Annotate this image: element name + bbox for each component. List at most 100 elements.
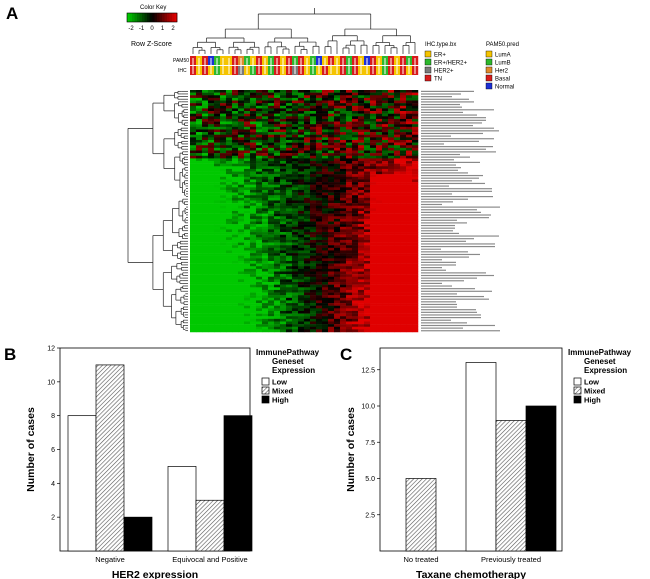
heatmap-cell — [346, 258, 353, 262]
heatmap-row-label — [421, 93, 461, 95]
heatmap-cell — [412, 295, 419, 299]
heatmap-cell — [322, 229, 329, 233]
heatmap-cell — [190, 292, 197, 296]
heatmap-cell — [406, 174, 413, 178]
heatmap-row-label — [421, 259, 442, 261]
heatmap-cell — [412, 300, 419, 304]
heatmap-cell — [280, 268, 287, 272]
heatmap-cell — [412, 195, 419, 199]
heatmap-cell — [196, 205, 203, 209]
heatmap-cell — [256, 292, 263, 296]
heatmap-cell — [262, 271, 269, 275]
heatmap-cell — [388, 118, 395, 122]
heatmap-cell — [226, 245, 233, 249]
heatmap-cell — [388, 124, 395, 128]
heatmap-cell — [310, 218, 317, 222]
heatmap-cell — [196, 195, 203, 199]
heatmap-cell — [274, 168, 281, 172]
heatmap-cell — [202, 137, 209, 141]
heatmap-cell — [196, 142, 203, 146]
heatmap-row-label — [421, 295, 484, 298]
heatmap-cell — [214, 137, 221, 141]
heatmap-row-label — [421, 190, 492, 192]
heatmap-cell — [208, 221, 215, 225]
heatmap-cell — [232, 321, 239, 325]
heatmap-cell — [406, 197, 413, 201]
heatmap-cell — [238, 318, 245, 322]
heatmap-cell — [376, 111, 383, 114]
heatmap-cell — [358, 289, 365, 293]
heatmap-cell — [328, 274, 335, 278]
heatmap-row-label — [421, 132, 483, 135]
heatmap-cell — [358, 179, 365, 183]
heatmap-cell — [382, 187, 389, 191]
heatmap-cell — [238, 263, 245, 267]
heatmap-cell — [364, 284, 371, 288]
heatmap-cell — [292, 155, 299, 159]
heatmap-cell — [364, 174, 371, 178]
heatmap-cell — [280, 300, 287, 304]
heatmap-cell — [292, 126, 299, 130]
heatmap-cell — [298, 171, 305, 175]
heatmap-cell — [322, 195, 329, 199]
heatmap-cell — [298, 134, 305, 138]
heatmap-cell — [244, 216, 251, 220]
legend-swatch — [573, 395, 582, 404]
heatmap-cell — [256, 92, 263, 96]
heatmap-cell — [406, 111, 413, 114]
heatmap-cell — [340, 197, 347, 201]
heatmap-cell — [340, 266, 347, 270]
heatmap-cell — [352, 182, 359, 185]
heatmap-cell — [370, 295, 377, 299]
heatmap-cell — [286, 316, 293, 320]
heatmap-cell — [388, 226, 395, 230]
heatmap-cell — [328, 100, 335, 104]
heatmap-row-label — [421, 301, 456, 303]
heatmap-cell — [298, 247, 305, 251]
heatmap-cell — [310, 216, 317, 220]
heatmap-cell — [328, 158, 335, 162]
heatmap-cell — [346, 326, 353, 330]
heatmap-cell — [262, 260, 269, 264]
heatmap-cell — [388, 192, 395, 196]
heatmap-cell — [256, 211, 263, 214]
heatmap-cell — [214, 208, 221, 212]
heatmap-cell — [352, 287, 359, 291]
heatmap-cell — [292, 113, 299, 117]
heatmap-cell — [274, 111, 281, 114]
heatmap-cell — [370, 113, 377, 117]
heatmap-cell — [340, 245, 347, 249]
heatmap-cell — [220, 179, 227, 183]
heatmap-cell — [208, 318, 215, 322]
heatmap-cell — [322, 161, 329, 164]
legend-label: High — [584, 396, 601, 405]
heatmap-cell — [256, 282, 263, 285]
heatmap-cell — [256, 90, 263, 93]
heatmap-cell — [256, 318, 263, 322]
heatmap-cell — [340, 226, 347, 230]
heatmap-cell — [340, 134, 347, 138]
heatmap-cell — [190, 184, 197, 188]
heatmap-cell — [244, 90, 251, 93]
heatmap-cell — [382, 105, 389, 109]
heatmap-cell — [250, 192, 257, 196]
heatmap-cell — [298, 218, 305, 222]
heatmap-cell — [226, 90, 233, 93]
heatmap-cell — [376, 195, 383, 199]
heatmap-cell — [304, 166, 311, 170]
heatmap-cell — [322, 245, 329, 249]
heatmap-cell — [304, 292, 311, 296]
heatmap-cell — [376, 324, 383, 327]
heatmap-cell — [286, 284, 293, 288]
heatmap-cell — [268, 268, 275, 272]
heatmap-cell — [388, 276, 395, 280]
heatmap-cell — [388, 139, 395, 143]
heatmap-cell — [268, 163, 275, 167]
heatmap-cell — [280, 234, 287, 238]
heatmap-cell — [226, 139, 233, 143]
heatmap-cell — [400, 137, 407, 141]
heatmap-cell — [322, 184, 329, 188]
heatmap-cell — [274, 211, 281, 214]
heatmap-cell — [268, 266, 275, 270]
heatmap-cell — [244, 297, 251, 301]
